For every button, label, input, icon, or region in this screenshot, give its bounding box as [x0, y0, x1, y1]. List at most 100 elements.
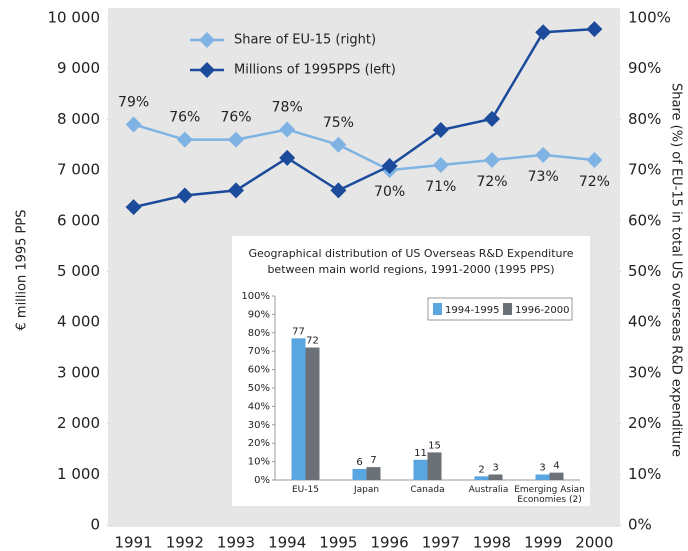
x-tick-label: Japan	[353, 485, 380, 495]
data-label: 76%	[169, 110, 200, 126]
y2-tick-label: 80%	[628, 110, 661, 128]
x-tick-label: 1999	[524, 534, 562, 551]
data-label: 78%	[272, 100, 303, 116]
bar	[366, 467, 381, 480]
y2-tick-label: 40%	[628, 313, 661, 331]
data-label: 72	[306, 336, 319, 347]
bar	[305, 347, 320, 480]
legend-swatch	[503, 303, 512, 315]
legend-label: 1994-1995	[445, 305, 500, 316]
y-tick-label: 1 000	[57, 465, 100, 483]
y-tick-label: 10 000	[48, 9, 101, 27]
x-tick-label: Canada	[410, 485, 445, 495]
point-marker	[586, 151, 603, 168]
y-tick-label: 4 000	[57, 313, 100, 331]
y-tick-label: 80%	[248, 328, 270, 339]
bar	[427, 452, 442, 480]
legend-label: 1996-2000	[515, 305, 570, 316]
legend-marker	[199, 32, 215, 48]
y-tick-label: 7 000	[57, 161, 100, 179]
point-marker	[125, 199, 142, 216]
y-tick-label: 8 000	[57, 110, 100, 128]
y2-axis-title: Share (%) of EU-15 in total US overseas …	[669, 83, 684, 457]
point-marker	[535, 146, 552, 163]
y2-tick-label: 30%	[628, 363, 661, 381]
data-label: 72%	[476, 174, 507, 190]
point-marker	[125, 116, 142, 133]
point-marker	[484, 151, 500, 168]
inset-title: Geographical distribution of US Overseas…	[248, 247, 574, 276]
bar	[352, 468, 367, 480]
x-tick-label: 1996	[371, 534, 409, 551]
y-tick-label: 6 000	[57, 211, 100, 229]
y-tick-label: 9 000	[57, 59, 100, 77]
bar	[488, 474, 503, 480]
data-label: 3	[492, 462, 498, 473]
x-tick-label: Australia	[468, 485, 509, 495]
y2-tick-label: 20%	[628, 414, 661, 432]
y-tick-label: 20%	[248, 438, 270, 449]
bar	[291, 338, 306, 480]
data-label: 4	[553, 461, 559, 472]
y2-tick-label: 60%	[628, 211, 661, 229]
x-tick-label: 1991	[115, 534, 153, 551]
data-label: 71%	[425, 179, 456, 195]
point-marker	[176, 131, 193, 148]
data-label: 73%	[528, 169, 559, 185]
point-marker	[228, 182, 244, 199]
legend-swatch	[433, 303, 442, 315]
point-marker	[330, 136, 347, 153]
x-tick-label: 2000	[575, 534, 613, 551]
x-tick-label: 1993	[217, 534, 255, 551]
x-tick-label: 1995	[319, 534, 357, 551]
y-tick-label: 3 000	[57, 363, 100, 381]
y2-tick-label: 10%	[628, 465, 661, 483]
bar	[474, 476, 489, 480]
data-label: 6	[356, 457, 362, 468]
x-tick-label: Emerging Asian Economies (2)	[514, 485, 585, 505]
y-tick-label: 50%	[248, 383, 270, 394]
point-marker	[484, 110, 500, 127]
data-label: 2	[478, 464, 484, 475]
data-label: 15	[428, 440, 441, 451]
data-label: 79%	[118, 94, 149, 110]
x-tick-label: 1998	[473, 534, 511, 551]
y-tick-label: 5 000	[57, 262, 100, 280]
data-label: 75%	[323, 115, 354, 131]
y2-tick-label: 100%	[628, 9, 671, 27]
data-label: 76%	[220, 110, 251, 126]
data-label: 3	[539, 462, 545, 473]
data-label: 11	[414, 448, 427, 459]
line-series	[133, 27, 595, 209]
point-marker	[228, 131, 244, 148]
x-tick-label: EU-15	[292, 485, 319, 495]
legend-label: Share of EU-15 (right)	[234, 33, 376, 48]
legend-label: Millions of 1995PPS (left)	[234, 63, 396, 78]
y-tick-label: 0	[90, 516, 100, 534]
point-marker	[432, 122, 449, 139]
y-tick-label: 100%	[241, 291, 270, 302]
y-tick-label: 90%	[248, 309, 270, 320]
y-tick-label: 40%	[248, 401, 270, 412]
y-axis-title: € million 1995 PPS	[15, 210, 30, 331]
y2-tick-label: 70%	[628, 161, 661, 179]
point-marker	[279, 149, 296, 166]
y-tick-label: 0%	[254, 475, 270, 486]
bar	[535, 474, 550, 480]
y-tick-label: 2 000	[57, 414, 100, 432]
bar	[549, 472, 564, 480]
legend-marker	[199, 62, 215, 78]
line-series	[133, 123, 595, 172]
y-tick-label: 10%	[248, 457, 270, 468]
data-label: 72%	[579, 174, 610, 190]
data-label: 77	[292, 326, 305, 337]
x-tick-label: 1997	[422, 534, 460, 551]
y2-tick-label: 90%	[628, 59, 661, 77]
y2-tick-label: 50%	[628, 262, 661, 280]
point-marker	[330, 182, 347, 199]
y2-tick-label: 0%	[628, 516, 652, 534]
point-marker	[381, 158, 398, 175]
point-marker	[176, 187, 193, 204]
